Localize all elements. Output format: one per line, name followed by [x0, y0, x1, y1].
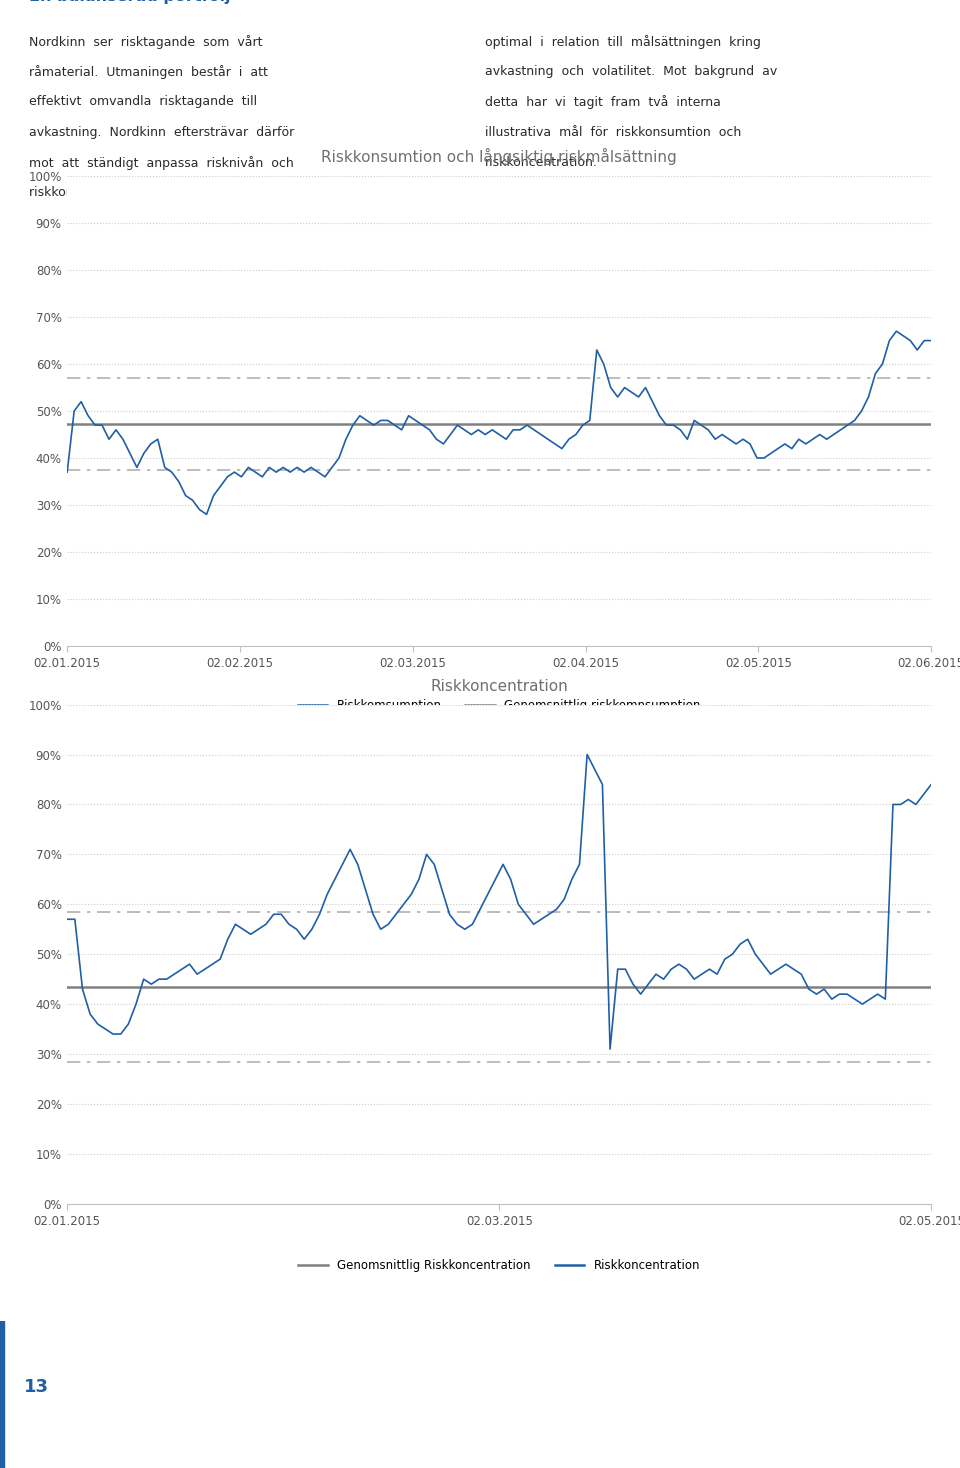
Text: avkastning  och  volatilitet.  Mot  bakgrund  av: avkastning och volatilitet. Mot bakgrund… [485, 65, 777, 78]
Text: optimal  i  relation  till  målsättningen  kring: optimal i relation till målsättningen kr… [485, 35, 760, 48]
Text: riskkoncentrationen  till  den  nivå  vi  anser: riskkoncentrationen till den nivå vi ans… [29, 186, 304, 200]
Text: detta  har  vi  tagit  fram  två  interna: detta har vi tagit fram två interna [485, 95, 720, 110]
Bar [0, 1321, 4, 1468]
Text: avkastning.  Nordkinn  eftersträvar  därför: avkastning. Nordkinn eftersträvar därför [29, 126, 294, 138]
Legend: Riskkomsumption, Genomsnittlig riskkomnsumption: Riskkomsumption, Genomsnittlig riskkomns… [293, 694, 706, 716]
Text: 13: 13 [24, 1378, 49, 1396]
Text: En balanserad portfölj: En balanserad portfölj [29, 0, 230, 3]
Title: Riskkonsumtion och långsiktig riskmålsättning: Riskkonsumtion och långsiktig riskmålsät… [322, 148, 677, 166]
Text: råmaterial.  Utmaningen  består  i  att: råmaterial. Utmaningen består i att [29, 65, 268, 79]
Text: mot  att  ständigt  anpassa  risknivån  och: mot att ständigt anpassa risknivån och [29, 156, 294, 170]
Text: Nordkinn  ser  risktagande  som  vårt: Nordkinn ser risktagande som vårt [29, 35, 262, 48]
Text: illustrativa  mål  för  riskkonsumtion  och: illustrativa mål för riskkonsumtion och [485, 126, 741, 138]
Title: Riskkoncentration: Riskkoncentration [430, 678, 568, 694]
Text: effektivt  omvandla  risktagande  till: effektivt omvandla risktagande till [29, 95, 257, 109]
Text: riskkoncentration.: riskkoncentration. [485, 156, 597, 169]
Legend: Genomsnittlig Riskkoncentration, Riskkoncentration: Genomsnittlig Riskkoncentration, Riskkon… [294, 1255, 705, 1277]
